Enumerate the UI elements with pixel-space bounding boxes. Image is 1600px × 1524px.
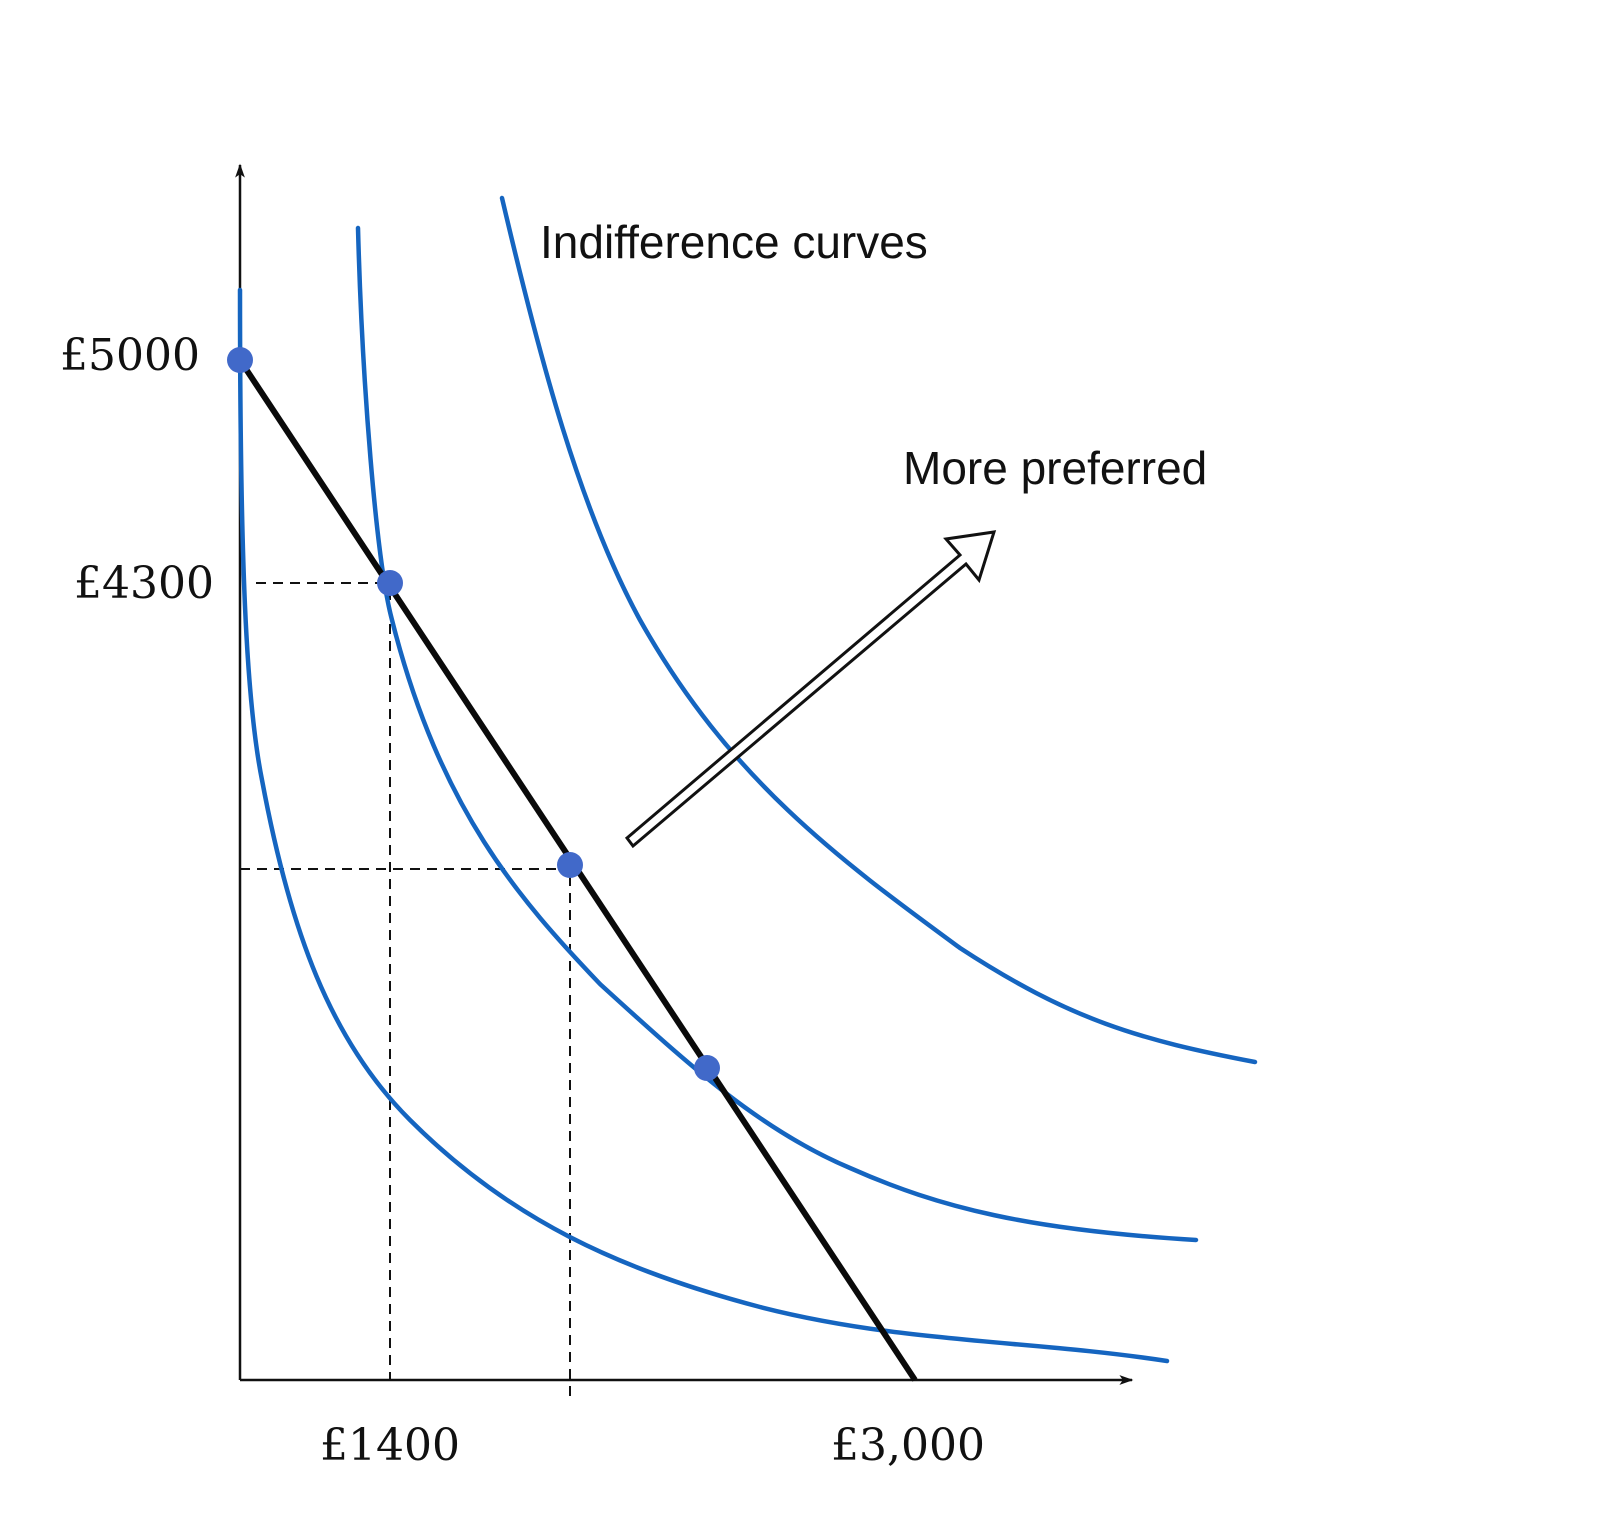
point-lower-intersection (557, 852, 583, 878)
x-label-3000: £3,000 (831, 1420, 985, 1471)
indifference-curve-low (237, 287, 1170, 1364)
point-budget-intercept (227, 347, 253, 373)
indifference-curve-high (499, 195, 1258, 1065)
point-tangency (694, 1055, 720, 1081)
y-label-4300: £4300 (74, 558, 214, 609)
x-label-1400: £1400 (320, 1420, 460, 1471)
more-preferred-arrow (624, 530, 997, 849)
indifference-curve-middle (355, 225, 1199, 1243)
point-4300 (377, 570, 403, 596)
more-preferred-label: More preferred (903, 442, 1207, 494)
y-label-5000: £5000 (60, 330, 200, 381)
indifference-curves-label: Indifference curves (540, 216, 928, 268)
